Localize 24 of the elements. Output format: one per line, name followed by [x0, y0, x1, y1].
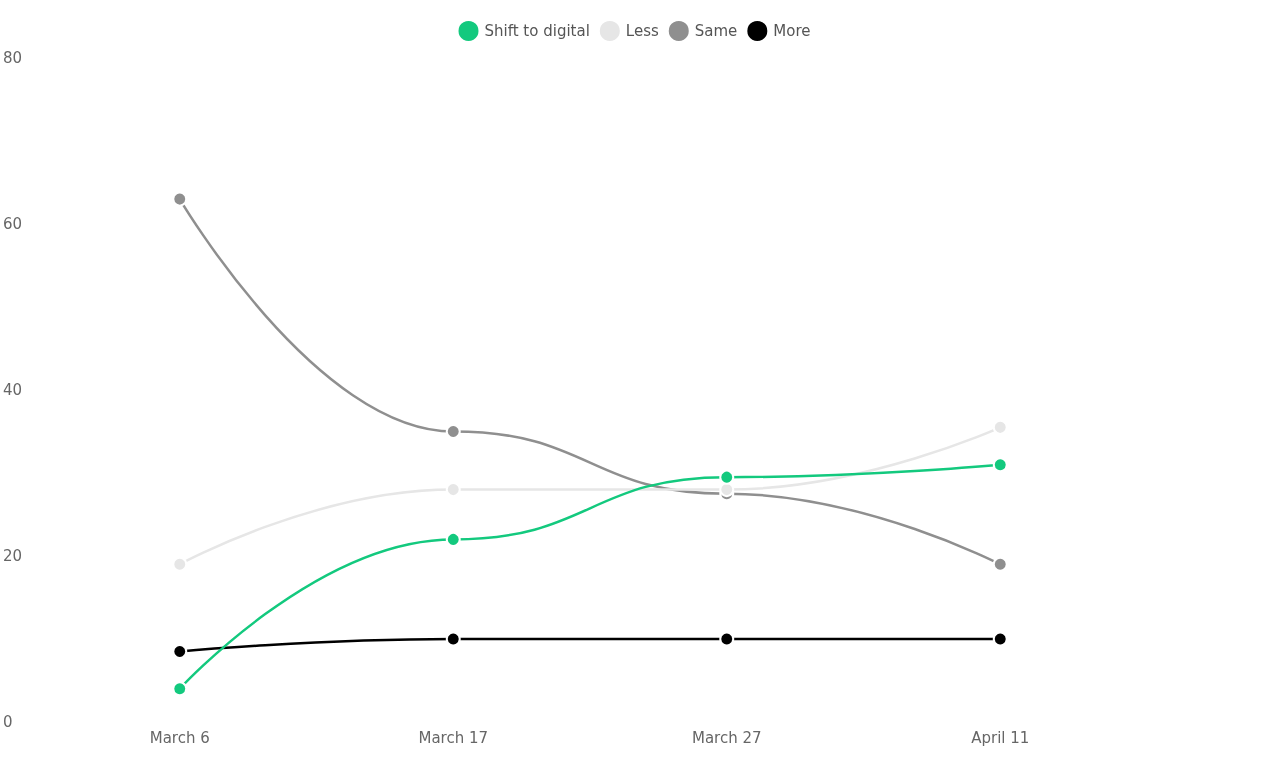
x-tick-label: March 27: [691, 728, 762, 747]
point: [445, 631, 461, 647]
y-tick-label: 20: [3, 547, 23, 565]
y-tick-label: 60: [3, 215, 23, 233]
x-tick-label: March 6: [149, 728, 210, 747]
y-tick-label: 80: [3, 49, 23, 67]
legend-label: More: [773, 22, 811, 40]
point: [992, 556, 1008, 572]
x-tick-label: March 17: [418, 728, 489, 747]
point: [445, 424, 461, 439]
point: [992, 457, 1008, 473]
point: [719, 482, 735, 498]
point: [172, 681, 188, 697]
point: [719, 631, 735, 647]
y-tick-label: 40: [3, 381, 23, 399]
legend-label: Same: [694, 22, 738, 40]
point: [172, 191, 188, 207]
x-tick-label: April 11: [971, 728, 1030, 747]
legend-label: Shift to digital: [484, 22, 590, 40]
point: [719, 469, 735, 485]
point: [992, 631, 1008, 647]
y-tick-label: 0: [3, 713, 13, 731]
point: [445, 531, 461, 547]
legend-label: Less: [625, 22, 659, 40]
